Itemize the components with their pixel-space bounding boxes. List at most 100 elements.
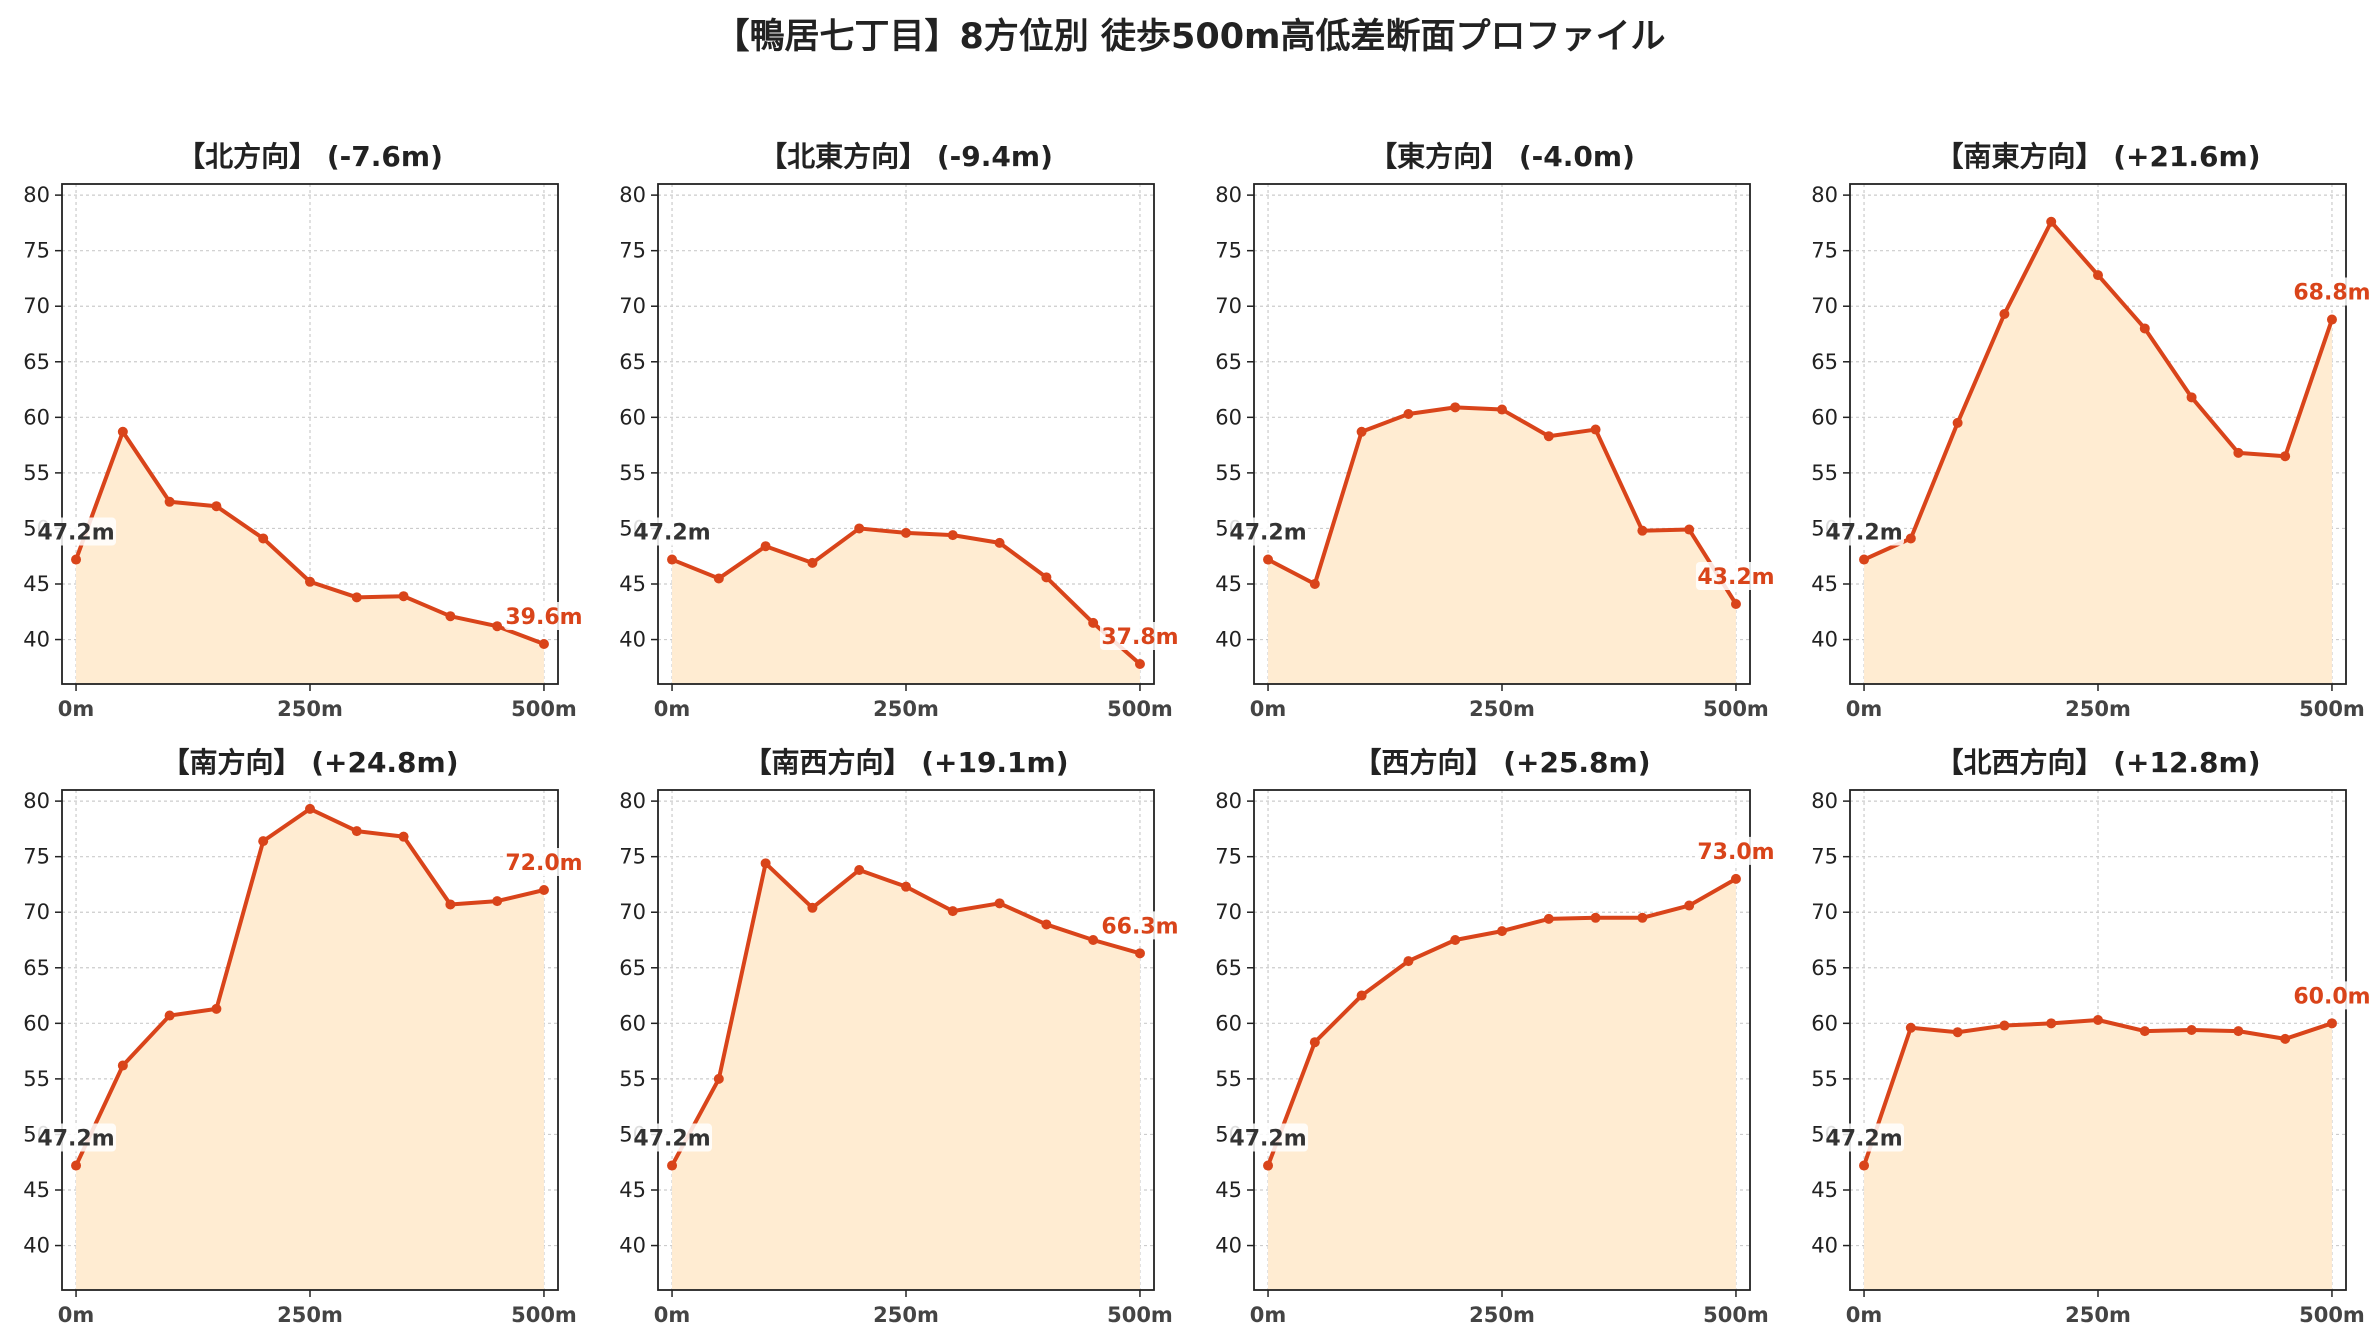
y-tick-label: 60	[1811, 1011, 1838, 1035]
start-label: 47.2m	[633, 1127, 710, 1152]
y-tick-label: 55	[619, 461, 646, 485]
y-tick-label: 60	[23, 1011, 50, 1035]
start-label: 47.2m	[1825, 1127, 1902, 1152]
data-point	[538, 885, 549, 895]
y-tick-label: 55	[23, 1067, 50, 1091]
y-tick-label: 75	[23, 239, 50, 263]
y-tick-label: 70	[1811, 900, 1838, 924]
y-tick-label: 75	[1811, 845, 1838, 869]
data-point	[1952, 417, 1963, 428]
y-tick-label: 70	[1215, 294, 1242, 318]
y-tick-label: 55	[1811, 461, 1838, 485]
x-tick-label: 0m	[654, 697, 691, 721]
data-point	[1999, 1020, 2010, 1031]
data-point	[117, 1060, 128, 1071]
y-tick-label: 65	[619, 350, 646, 374]
elevation-area	[1268, 407, 1736, 684]
start-label: 47.2m	[1229, 1127, 1306, 1152]
data-point	[713, 573, 724, 584]
elevation-area	[1268, 878, 1736, 1290]
panel-7: 【西方向】 (+25.8m)4045505560657075800m250m50…	[1215, 746, 1776, 1327]
data-point	[2139, 323, 2150, 334]
y-tick-label: 55	[1215, 1067, 1242, 1091]
data-point	[117, 426, 128, 437]
y-tick-label: 45	[23, 1178, 50, 1202]
data-point	[2186, 392, 2197, 403]
y-tick-label: 75	[619, 845, 646, 869]
data-point	[1905, 533, 1916, 544]
data-point	[1450, 402, 1461, 413]
data-point	[1543, 431, 1554, 442]
start-label-bg	[1228, 1123, 1309, 1152]
y-tick-label: 80	[1215, 789, 1242, 813]
end-label-bg	[1695, 562, 1776, 590]
data-point	[2233, 447, 2244, 458]
y-tick-label: 60	[619, 405, 646, 429]
data-point	[492, 896, 503, 907]
data-point	[2280, 451, 2291, 462]
data-point	[667, 554, 678, 565]
data-point	[1999, 309, 2010, 319]
panel-title: 【北方向】 (-7.6m)	[177, 140, 443, 173]
end-label: 60.0m	[2293, 984, 2370, 1009]
data-point	[1952, 1027, 1963, 1038]
start-label-bg	[1824, 1123, 1905, 1152]
y-tick-label: 45	[1215, 1178, 1242, 1202]
x-tick-label: 500m	[2299, 1303, 2365, 1327]
y-tick-label: 75	[1215, 239, 1242, 263]
data-point	[1730, 599, 1741, 609]
end-label-bg	[503, 602, 584, 630]
data-point	[854, 523, 865, 534]
x-tick-label: 250m	[2065, 697, 2131, 721]
y-tick-label: 45	[619, 1178, 646, 1202]
y-tick-label: 80	[23, 183, 50, 207]
y-tick-label: 70	[619, 294, 646, 318]
data-point	[1730, 873, 1741, 884]
data-point	[667, 1160, 678, 1171]
data-point	[2093, 1015, 2103, 1025]
data-point	[1263, 554, 1274, 565]
data-point	[854, 865, 865, 875]
y-tick-label: 40	[1811, 628, 1838, 652]
y-tick-label: 40	[619, 628, 646, 652]
y-tick-label: 45	[1215, 572, 1242, 596]
data-point	[1684, 900, 1695, 911]
end-label: 66.3m	[1101, 914, 1178, 939]
data-point	[1497, 404, 1507, 415]
y-tick-label: 70	[619, 900, 646, 924]
data-point	[760, 858, 771, 869]
y-tick-label: 60	[619, 1011, 646, 1035]
end-label-bg	[503, 848, 584, 876]
data-point	[1263, 1160, 1274, 1171]
x-tick-label: 0m	[1846, 697, 1883, 721]
x-tick-label: 500m	[1107, 1303, 1173, 1327]
y-tick-label: 65	[1811, 350, 1838, 374]
data-point	[305, 576, 315, 587]
y-tick-label: 75	[1215, 845, 1242, 869]
elevation-area	[1864, 1020, 2332, 1290]
start-label: 47.2m	[1825, 521, 1902, 546]
data-point	[947, 530, 958, 541]
x-tick-label: 500m	[511, 697, 577, 721]
y-tick-label: 40	[619, 1234, 646, 1258]
main-title: 【鴨居七丁目】8方位別 徒歩500m高低差断面プロファイル	[714, 17, 1666, 57]
y-tick-label: 40	[23, 1234, 50, 1258]
y-tick-label: 55	[619, 1067, 646, 1091]
x-tick-label: 0m	[654, 1303, 691, 1327]
data-point	[492, 621, 503, 632]
panel-title: 【南東方向】 (+21.6m)	[1935, 140, 2260, 173]
y-tick-label: 40	[23, 628, 50, 652]
panel-4: 【南東方向】 (+21.6m)4045505560657075800m250m5…	[1811, 140, 2372, 721]
x-tick-label: 500m	[2299, 697, 2365, 721]
end-label-bg	[2291, 277, 2372, 306]
start-label-bg	[1228, 517, 1309, 546]
y-tick-label: 80	[23, 789, 50, 813]
x-tick-label: 250m	[873, 697, 939, 721]
data-point	[211, 1003, 222, 1014]
start-label: 47.2m	[37, 521, 114, 546]
start-label-bg	[1824, 517, 1905, 546]
data-point	[1450, 935, 1461, 945]
panel-title: 【北西方向】 (+12.8m)	[1935, 746, 2260, 779]
